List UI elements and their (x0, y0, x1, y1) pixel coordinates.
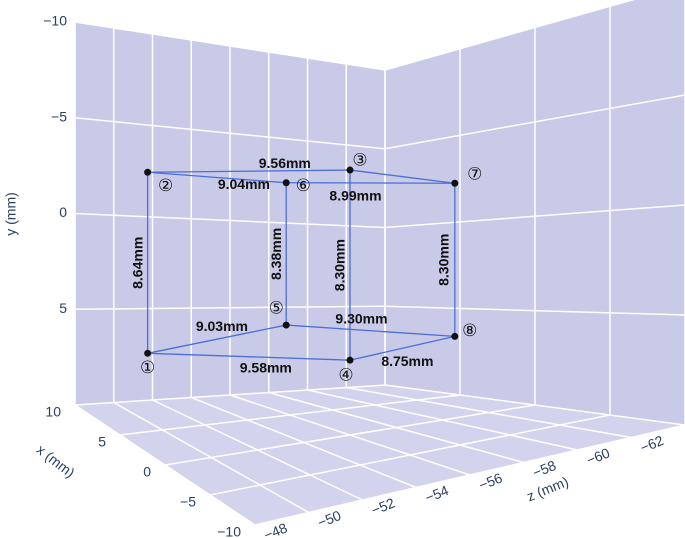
x-tick-label: 5 (98, 434, 106, 450)
grid-line (307, 389, 578, 451)
edge-label: 8.30mm (332, 239, 348, 291)
point (282, 179, 290, 187)
x-tick-label: 0 (143, 464, 151, 480)
marks (144, 166, 459, 364)
edge-label: 9.56mm (259, 155, 311, 171)
grid-line (74, 404, 256, 526)
point (282, 321, 290, 329)
edge (349, 335, 455, 361)
point (451, 332, 459, 340)
grid-line (152, 399, 363, 501)
edge-label: 9.03mm (196, 318, 248, 334)
edge-label: 8.38mm (268, 228, 284, 280)
grid-line (268, 391, 524, 464)
edge-label: 8.64mm (129, 237, 145, 289)
point (346, 166, 354, 174)
point (144, 168, 152, 176)
point-label: ① (140, 358, 155, 377)
point-label: ⑧ (462, 321, 477, 340)
edge-label: 9.04mm (218, 176, 270, 192)
y-tick-label: −5 (51, 108, 67, 124)
edge-label: 8.75mm (381, 353, 433, 369)
point-label: ④ (338, 366, 353, 385)
edge-label: 8.99mm (329, 188, 381, 204)
grid-line (229, 394, 471, 476)
x-tick-label: −5 (180, 494, 196, 510)
point-label: ⑦ (467, 165, 482, 184)
grid-line (384, 384, 685, 426)
y-tick-label: −10 (43, 13, 67, 29)
point (144, 349, 152, 357)
x-tick-label: 10 (45, 404, 61, 420)
x-tick-label: −10 (217, 524, 241, 538)
grid-line (113, 401, 310, 514)
edge-label: 9.30mm (335, 310, 387, 326)
y-tick-label: 0 (59, 204, 67, 220)
y-tick-label: 5 (59, 300, 67, 316)
edge (147, 171, 287, 184)
point-label: ⑤ (269, 299, 284, 318)
edge (147, 169, 351, 173)
edge-label: 9.58mm (240, 359, 292, 375)
grid-line (346, 386, 632, 439)
point (346, 356, 354, 364)
edge (286, 324, 455, 338)
edge-label: 8.30mm (436, 234, 452, 286)
point-label: ② (158, 176, 173, 195)
point (451, 179, 459, 187)
grid (74, 0, 685, 526)
edge (349, 169, 455, 184)
x-axis-title: x (mm) (34, 441, 78, 480)
grid-line (190, 396, 417, 489)
edge (147, 352, 351, 361)
edge (147, 324, 287, 354)
point-label: ③ (352, 151, 367, 170)
point-label: ⑥ (296, 176, 311, 195)
z-axis-title: z (mm) (524, 473, 570, 504)
y-axis-title: y (mm) (3, 192, 19, 236)
